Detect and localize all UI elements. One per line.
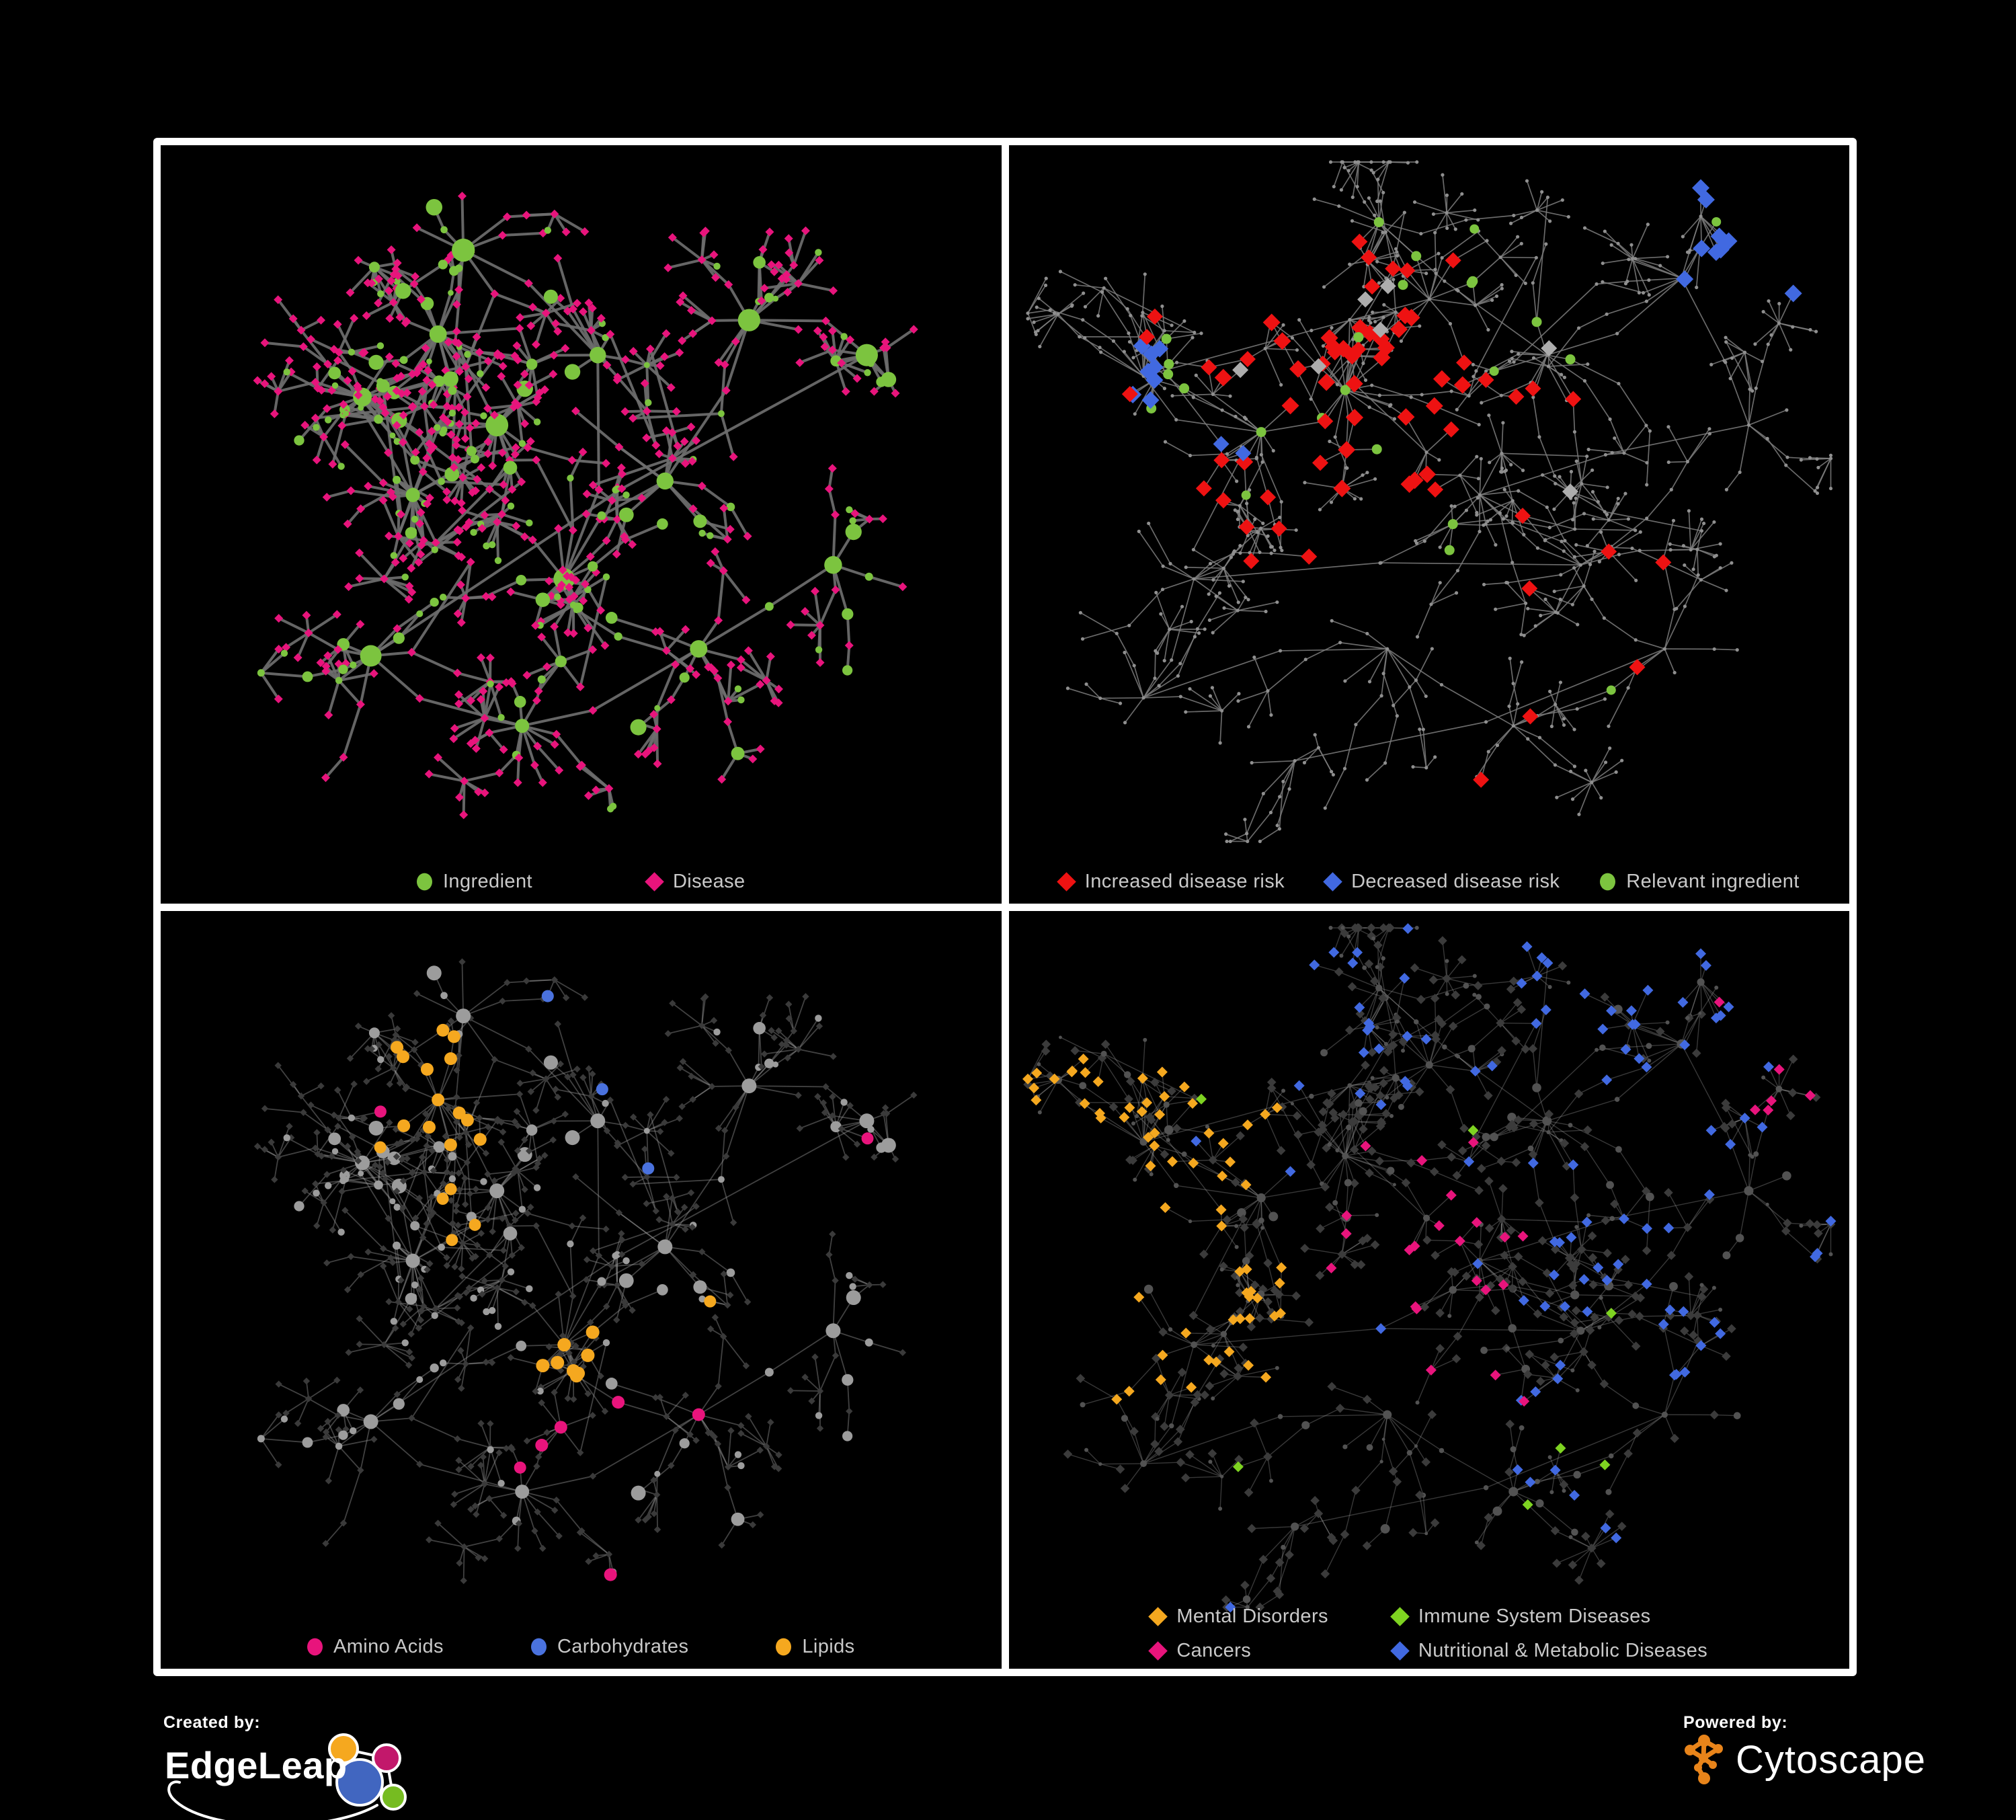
network-highlight-nodes [1022,922,1836,1612]
circle-marker-icon [307,1638,323,1656]
legend-item-increased-disease-risk: Increased disease risk [1056,870,1285,893]
legend-item-carbohydrates: Carbohydrates [530,1636,689,1658]
cytoscape-wordmark: Cytoscape [1736,1737,1927,1782]
network-graph-nutrient-classes [253,957,918,1584]
panel-disease-classes-network: Mental Disorders Immune System Diseases Ca… [1008,910,1850,1669]
edgeleap-node-magenta-icon [372,1743,401,1773]
legend-label: Relevant ingredient [1626,870,1800,892]
legend-label: Immune System Diseases [1418,1606,1651,1627]
powered-by-label: Powered by: [1683,1713,1788,1732]
legend-label: Carbohydrates [557,1636,689,1657]
legend-label: Ingredient [442,870,532,892]
legend-label: Cancers [1176,1640,1252,1661]
circle-marker-icon [1600,873,1616,890]
legend-item-nutritional-metabolic-diseases: Nutritional & Metabolic Diseases [1390,1640,1708,1662]
edgeleap-wordmark: EdgeLeap [165,1744,348,1786]
network-graph-ingredient-disease [253,192,918,820]
panel-grid: Ingredient Disease Increased disease risk… [153,138,1857,1676]
legend-label: Decreased disease risk [1351,870,1560,892]
legend-item-mental-disorders: Mental Disorders [1148,1606,1328,1628]
legend-nutrient-classes: Amino Acids Carbohydrates Lipids [161,1636,1002,1658]
network-highlight-nodes [374,990,874,1581]
legend-disease-classes: Mental Disorders Immune System Diseases Ca… [1009,1606,1850,1662]
diamond-marker-icon [1390,1641,1410,1661]
legend-disease-risk: Increased disease risk Decreased disease … [1009,871,1850,893]
network-nodes [253,957,918,1584]
diamond-marker-icon [645,871,664,892]
network-edges [1026,161,1831,842]
edgeleap-node-green-icon [380,1784,407,1811]
network-highlight-nodes [1121,179,1802,788]
panel-nutrient-classes-network: Amino Acids Carbohydrates Lipids [161,910,1002,1669]
legend-label: Increased disease risk [1084,870,1285,892]
circle-marker-icon [416,873,432,890]
network-nodes [253,192,918,820]
network-nodes [1025,160,1832,844]
legend-item-ingredient: Ingredient [416,870,532,893]
diamond-marker-icon [1148,1607,1168,1626]
panel-ingredient-disease-network: Ingredient Disease [161,145,1002,904]
legend-ingredient-disease: Ingredient Disease [161,871,1002,893]
network-graph-disease-risk [1025,160,1832,844]
diamond-marker-icon [1390,1607,1410,1626]
panel-disease-risk-network: Increased disease risk Decreased disease … [1008,145,1850,904]
created-by-block: Created by: EdgeLeap [163,1713,486,1820]
edgeleap-brand-row: EdgeLeap [163,1733,486,1820]
legend-label: Mental Disorders [1176,1606,1328,1627]
legend-item-relevant-ingredient: Relevant ingredient [1600,871,1799,893]
legend-item-lipids: Lipids [776,1636,854,1658]
legend-label: Amino Acids [333,1636,444,1657]
created-by-label: Created by: [163,1713,261,1732]
diamond-marker-icon [1148,1641,1168,1661]
network-edges [257,961,914,1581]
network-graph-disease-classes [1022,922,1836,1612]
legend-label: Nutritional & Metabolic Diseases [1418,1640,1708,1661]
network-nodes [1022,922,1835,1612]
diamond-marker-icon [1056,871,1076,892]
edgeleap-node-orange-icon [328,1733,359,1764]
circle-marker-icon [530,1638,547,1656]
cytoscape-logo [1685,1735,1723,1784]
legend-item-cancers: Cancers [1148,1640,1328,1662]
powered-by-block: Powered by: [1683,1713,1926,1785]
network-edges [257,196,915,815]
network-edges [1026,926,1831,1608]
edgeleap-node-blue-icon [335,1758,384,1807]
legend-item-amino-acids: Amino Acids [307,1636,444,1658]
cytoscape-brand-row: Cytoscape [1683,1734,1926,1785]
diamond-marker-icon [1323,871,1342,892]
legend-label: Lipids [802,1636,855,1657]
legend-item-decreased-disease-risk: Decreased disease risk [1323,870,1560,893]
edgeleap-logo [167,1733,407,1820]
legend-label: Disease [672,870,745,892]
legend-item-disease: Disease [645,870,745,893]
legend-item-immune-system-diseases: Immune System Diseases [1390,1606,1707,1628]
circle-marker-icon [776,1638,792,1656]
